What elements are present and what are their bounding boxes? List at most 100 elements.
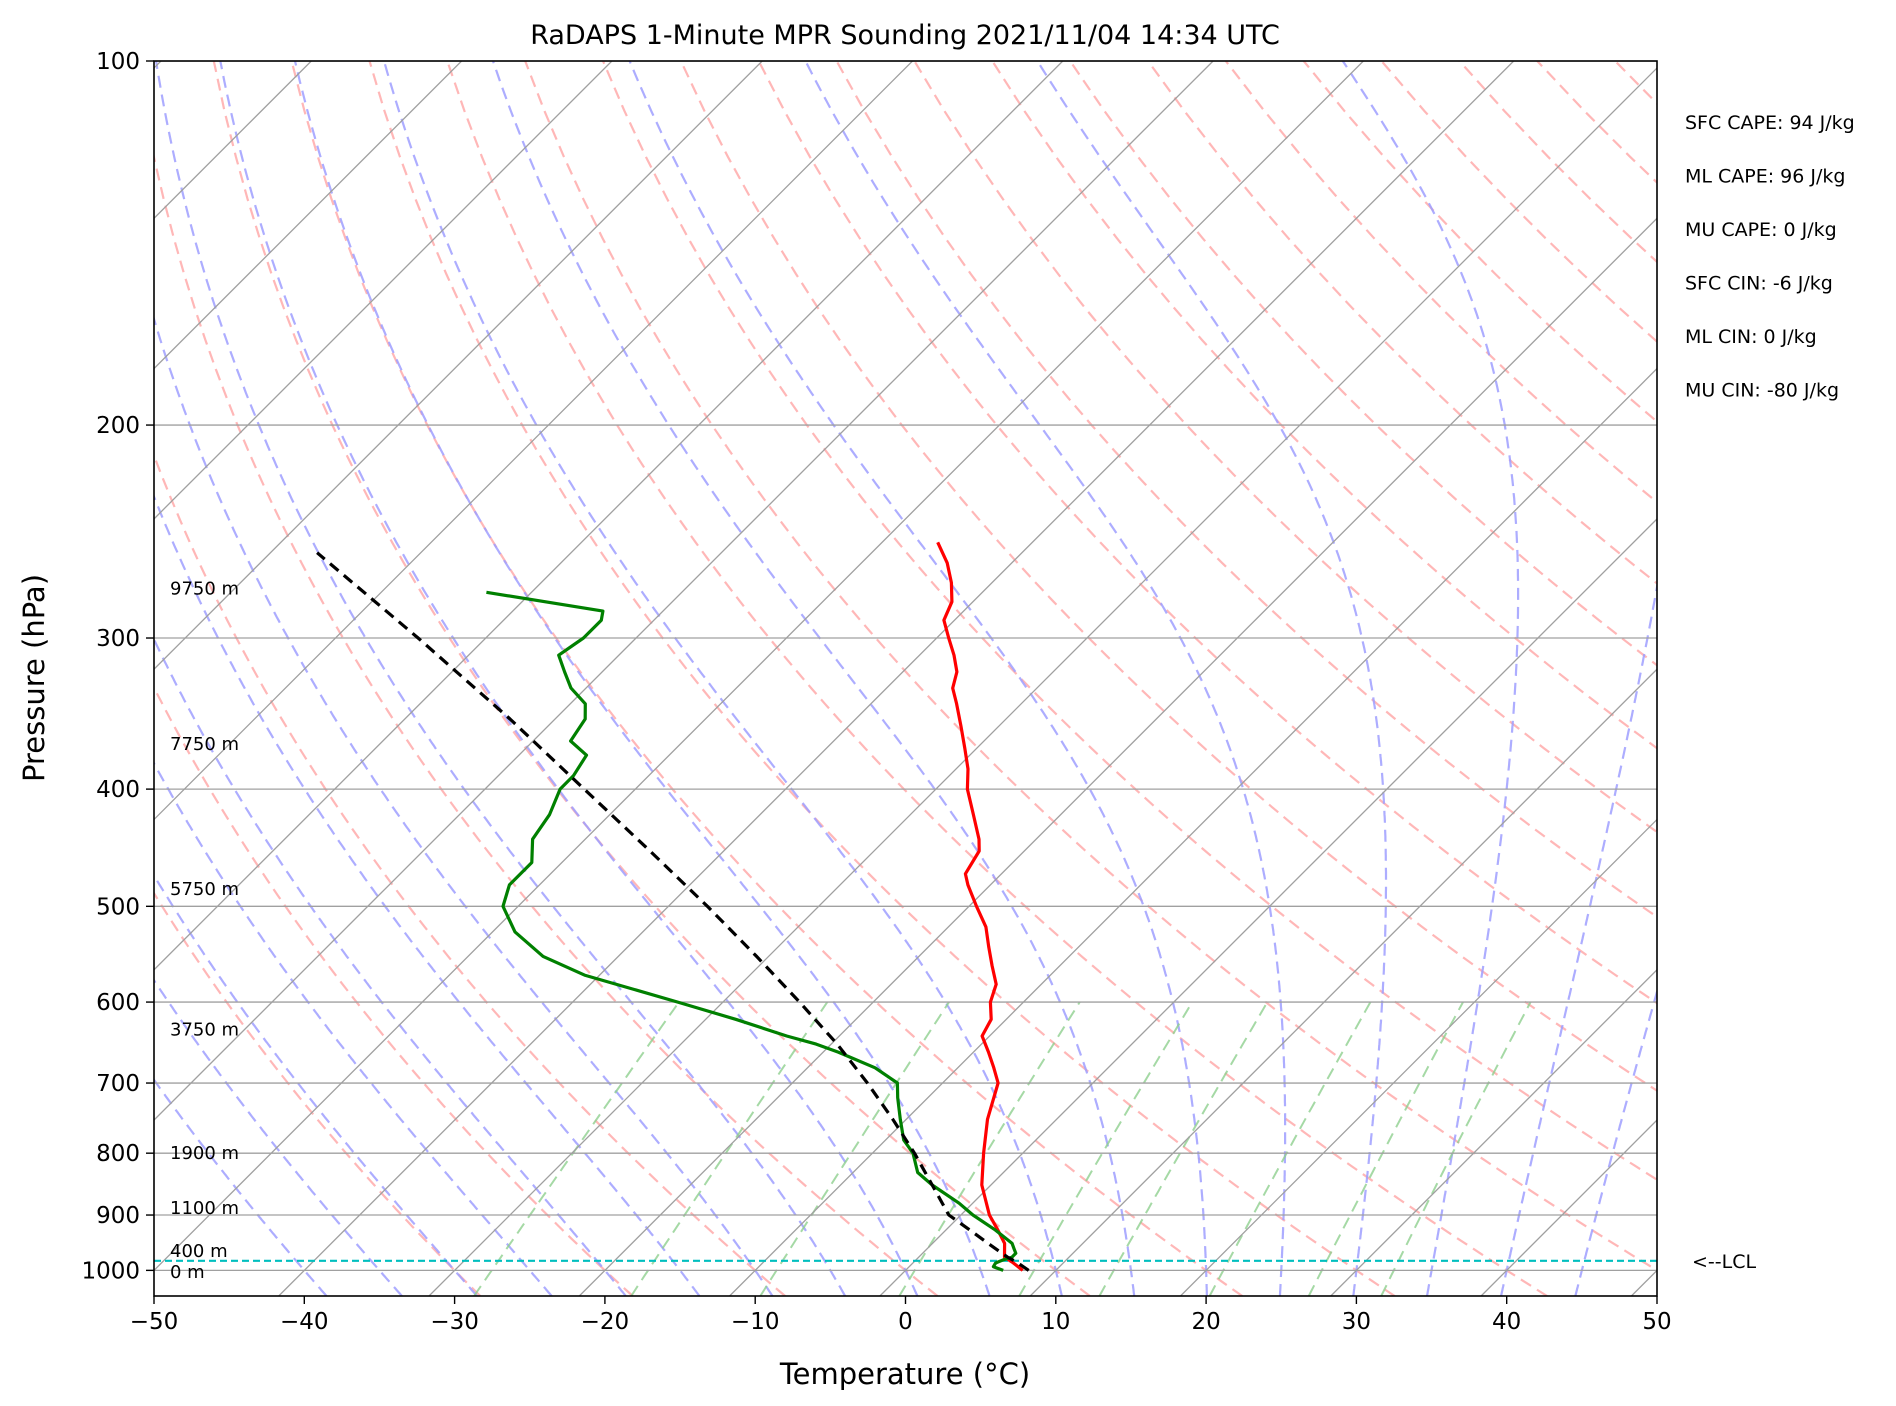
y-axis-label: Pressure (hPa) [17,574,51,782]
x-tick-label: 40 [1492,1309,1521,1335]
isotherm [154,61,1364,1272]
isotherm [428,67,1657,1296]
dry-adiabat [913,61,1657,834]
dry-adiabat [1302,61,1657,424]
height-label: 400 m [170,1241,228,1262]
x-tick-label: −20 [581,1309,630,1335]
dry-adiabat [154,452,786,1296]
dry-adiabat [679,61,1657,1092]
isotherm [154,61,463,370]
dry-adiabat [1147,61,1657,585]
x-tick-label: 0 [898,1309,913,1335]
dry-adiabat [368,61,1396,1296]
x-tick-label: 10 [1041,1309,1070,1335]
moist-adiabat [1574,987,1657,1296]
moist-adiabat [1036,61,1388,1296]
moist-adiabat [1500,580,1657,1296]
isotherm [0,61,11,1296]
dry-adiabat [1458,61,1657,264]
y-tick-label: 800 [96,1141,140,1167]
dry-adiabat [524,61,1657,1272]
y-tick-label: 300 [96,626,140,652]
parameter-panel: SFC CAPE: 94 J/kg ML CAPE: 96 J/kg MU CAPE… [1685,112,1855,402]
plot-frame [153,60,1658,1297]
isotherm [1330,968,1657,1296]
isotherm [154,61,613,520]
moist-adiabat [154,978,403,1296]
dry-adiabat [601,61,1657,1181]
dry-adiabat [154,891,482,1296]
isotherm [578,217,1657,1296]
axes: −50 −40 −30 −20 −10 0 10 20 30 40 50 100 200 300 400 50… [81,49,1671,1335]
mixing-ratio-line [1018,1001,1194,1296]
dry-adiabat [1693,61,1896,1296]
y-tick-label: 1000 [81,1258,140,1284]
y-tick-label: 200 [96,413,140,439]
dry-adiabat [835,61,1657,919]
dry-adiabat [1536,61,1657,185]
x-tick-label: −40 [280,1309,329,1335]
parameter-text: ML CAPE: 96 J/kg [1685,166,1845,188]
isotherm [1029,668,1657,1296]
mixing-ratio-line [1307,1001,1464,1296]
moist-adiabat [154,636,627,1296]
dry-adiabat [1224,61,1657,504]
lcl-label: <--LCL [1692,1251,1756,1273]
moist-adiabat [628,61,1208,1296]
height-label: 5750 m [170,879,239,900]
dry-adiabat [1069,61,1657,667]
moist-adiabat [804,61,1287,1296]
moist-adiabat [219,61,919,1296]
mixing-ratio-line [630,1001,829,1296]
y-tick-label: 900 [96,1203,140,1229]
dry-adiabat [154,685,634,1296]
parameter-text: SFC CIN: -6 J/kg [1685,273,1833,295]
x-axis-label: Temperature (°C) [779,1357,1030,1391]
y-tick-label: 600 [96,990,140,1016]
height-label: 3750 m [170,1019,239,1040]
moist-adiabat [1341,61,1520,1296]
isotherm [154,61,763,671]
dry-adiabat [212,61,1091,1296]
parcel-line [316,551,1030,1272]
isotherm [1630,1269,1657,1296]
parameter-text: MU CAPE: 0 J/kg [1685,219,1837,241]
x-tick-label: −30 [430,1309,479,1335]
x-tick-label: −50 [130,1309,179,1335]
mixing-ratio-line [898,1001,1081,1296]
height-label: 0 m [170,1262,205,1283]
dry-adiabat [1771,61,1896,1296]
x-tick-label: 30 [1342,1309,1371,1335]
moist-adiabat [155,61,847,1296]
moist-adiabat [154,761,553,1296]
dry-adiabat [446,61,1548,1296]
isotherm [879,517,1657,1296]
parameter-text: MU CIN: -80 J/kg [1685,380,1839,402]
y-tick-label: 500 [96,894,140,920]
chart-title: RaDAPS 1-Minute MPR Sounding 2021/11/04 … [530,20,1280,51]
moist-adiabat [154,315,774,1296]
moist-adiabat [491,61,1136,1296]
dry-adiabat [154,152,939,1296]
mixing-ratio-line [1380,1001,1532,1296]
height-label: 1900 m [170,1143,239,1164]
mixing-ratio-line [1208,1001,1372,1296]
height-label: 9750 m [170,579,239,600]
x-tick-label: 20 [1191,1309,1220,1335]
temperature-line [936,541,1024,1272]
isotherm [154,61,913,821]
dewpoint-line [486,590,1018,1272]
parameter-text: SFC CAPE: 94 J/kg [1685,112,1855,134]
height-labels: 9750 m 7750 m 5750 m 3750 m 1900 m 1100 m 400 … [170,579,239,1283]
sounding-profiles [154,541,1657,1272]
isotherm [729,367,1657,1296]
y-tick-label: 100 [96,49,140,75]
moist-adiabat [293,61,991,1296]
x-tick-label: −10 [731,1309,780,1335]
mixing-ratio-line [473,1001,680,1296]
isotherm [154,61,1214,1122]
mixing-ratio-line [759,1001,950,1296]
dry-adiabat [290,61,1243,1296]
moist-adiabat [383,61,1063,1296]
